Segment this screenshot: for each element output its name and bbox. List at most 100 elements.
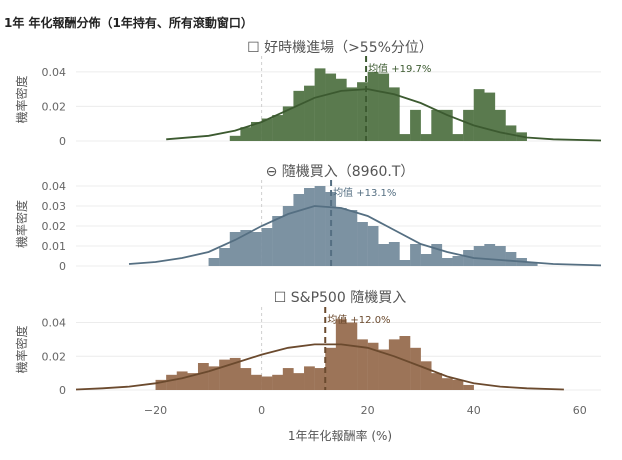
histogram-bar xyxy=(484,92,496,141)
histogram-bar xyxy=(431,373,443,390)
histogram-bar xyxy=(240,127,252,141)
histogram-bar xyxy=(388,242,400,266)
histogram-bar xyxy=(420,134,432,141)
histogram-bar xyxy=(441,258,453,266)
histogram-bar xyxy=(261,118,273,141)
histogram-bar xyxy=(473,89,485,141)
panel-1: 0 0.02 0.04 均值 +19.7% ☐ 好時機進場（>55%分位） 機率密度 xyxy=(14,40,602,148)
histogram-bar xyxy=(282,106,294,141)
histogram-bar xyxy=(335,319,347,390)
histogram-bar xyxy=(367,342,379,390)
figure-title: 1年 年化報酬分佈（1年持有、所有滾動窗口） xyxy=(4,16,253,30)
histogram-bar xyxy=(261,228,273,266)
y-tick-label: 0.02 xyxy=(42,100,67,113)
histogram-bar xyxy=(346,87,358,141)
y-tick-label: 0.02 xyxy=(42,350,67,363)
kde-line xyxy=(128,205,602,267)
histogram-bar xyxy=(441,378,453,390)
mean-label: 均值 +12.0% xyxy=(327,313,390,326)
histogram-bar xyxy=(314,68,326,141)
histogram-bar xyxy=(219,359,230,390)
histogram-bar xyxy=(208,258,220,266)
histogram-bar xyxy=(229,232,241,266)
histogram-bar xyxy=(410,347,421,390)
y-axis-label: 機率密度 xyxy=(14,200,29,248)
histogram-bar xyxy=(314,186,326,266)
histogram-bar xyxy=(229,357,241,390)
y-tick-label: 0 xyxy=(59,260,66,273)
histogram-bar xyxy=(197,363,209,390)
histogram-bar xyxy=(251,121,262,141)
histogram-bar xyxy=(208,366,220,390)
kde-line xyxy=(75,343,564,391)
histogram-bar xyxy=(304,85,315,141)
y-tick-label: 0.04 xyxy=(42,317,67,330)
histogram-bar xyxy=(251,374,262,390)
y-tick-label: 0.03 xyxy=(42,200,67,213)
histogram-bar xyxy=(420,254,432,266)
histogram-bar xyxy=(272,374,284,390)
histogram-bar xyxy=(378,349,390,390)
histogram-bar xyxy=(388,339,400,390)
panel-title: ☐ S&P500 隨機買入 xyxy=(274,290,406,306)
y-tick-label: 0 xyxy=(59,384,66,397)
histogram-bar xyxy=(452,256,464,266)
histogram-bar xyxy=(367,71,379,141)
histogram-bar xyxy=(388,87,400,141)
histogram-bar xyxy=(325,73,337,141)
histogram-bar xyxy=(357,339,368,390)
histogram-bar xyxy=(335,208,347,266)
y-axis-label: 機率密度 xyxy=(14,75,29,123)
histogram-bar xyxy=(410,244,421,266)
x-tick-label: 20 xyxy=(361,404,375,417)
kde-line xyxy=(166,88,602,142)
histogram-bar xyxy=(282,206,294,266)
panel-2: 0 0.01 0.02 0.03 0.04 均值 +13.1% ⊖ 隨機買入（8960.T）… xyxy=(14,164,602,273)
y-axis-label: 機率密度 xyxy=(14,325,29,373)
histogram-bar xyxy=(335,78,347,141)
histogram-bar xyxy=(155,379,167,390)
histogram-bar xyxy=(240,368,252,390)
histogram-bar xyxy=(272,115,284,141)
histogram-bar xyxy=(325,347,337,390)
panel-title: ☐ 好時機進場（>55%分位） xyxy=(247,40,433,56)
histogram-bar xyxy=(505,252,517,266)
histogram-bar xyxy=(346,210,358,266)
histogram-bar xyxy=(399,260,411,266)
histogram-bar xyxy=(452,379,464,390)
histogram-bar xyxy=(219,248,230,266)
histogram-bar xyxy=(325,192,337,266)
histogram-bar xyxy=(463,384,474,390)
histogram-bar xyxy=(176,371,188,390)
y-tick-label: 0.04 xyxy=(42,180,67,193)
y-tick-label: 0.01 xyxy=(42,240,67,253)
histogram-bar xyxy=(240,230,252,266)
x-tick-label: −20 xyxy=(144,404,167,417)
histogram-bar xyxy=(282,368,294,390)
histogram-bar xyxy=(473,246,485,266)
x-axis-label: 1年年化報酬率 (%) xyxy=(288,428,392,443)
histogram-bar xyxy=(304,366,315,390)
histogram-bar xyxy=(293,90,305,141)
histogram-bar xyxy=(494,246,506,266)
histogram-bar xyxy=(463,250,474,266)
histogram-bar xyxy=(526,262,538,266)
x-tick-label: 0 xyxy=(258,404,265,417)
panel-title: ⊖ 隨機買入（8960.T） xyxy=(266,164,415,180)
histogram-bar xyxy=(304,188,315,266)
histogram-bar xyxy=(314,368,326,390)
histogram-bar xyxy=(293,373,305,390)
histogram-bar xyxy=(293,194,305,266)
histogram-bar xyxy=(367,226,379,266)
histogram-bar xyxy=(505,125,517,141)
histogram-bar xyxy=(357,82,368,141)
histogram-bar xyxy=(187,373,199,390)
y-tick-label: 0.04 xyxy=(42,66,67,79)
histogram-bar xyxy=(431,244,443,266)
histogram-bar xyxy=(251,232,262,266)
x-tick-label: 60 xyxy=(573,404,587,417)
histogram-bar xyxy=(261,376,273,390)
histogram-bar xyxy=(272,216,284,266)
